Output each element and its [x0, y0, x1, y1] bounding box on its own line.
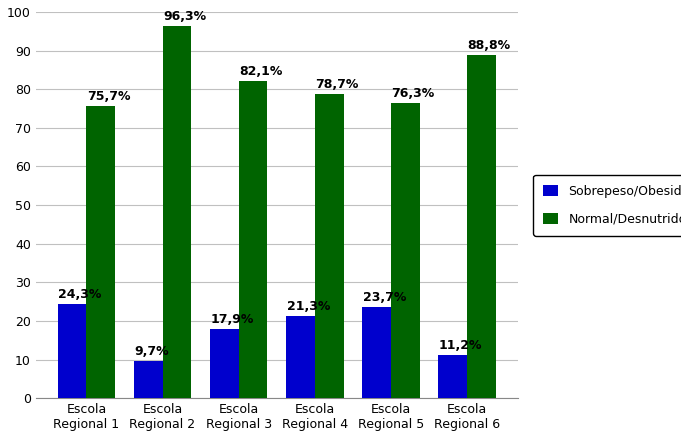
Text: 78,7%: 78,7% [315, 78, 359, 91]
Bar [286, 316, 315, 398]
Text: 24,3%: 24,3% [59, 288, 101, 301]
Text: 96,3%: 96,3% [163, 10, 206, 23]
Text: 23,7%: 23,7% [362, 290, 406, 304]
Bar [438, 355, 466, 398]
Bar [315, 94, 343, 398]
Bar [133, 361, 163, 398]
Bar [391, 103, 419, 398]
Text: 9,7%: 9,7% [134, 345, 169, 358]
Bar [362, 307, 391, 398]
Bar [210, 329, 238, 398]
Bar [58, 304, 86, 398]
Text: 82,1%: 82,1% [239, 65, 283, 78]
Text: 17,9%: 17,9% [210, 313, 254, 326]
Bar [238, 81, 268, 398]
Bar [466, 55, 496, 398]
Bar [86, 106, 115, 398]
Text: 11,2%: 11,2% [439, 339, 482, 352]
Legend: Sobrepeso/Obesidade, Normal/Desnutrido: Sobrepeso/Obesidade, Normal/Desnutrido [533, 175, 681, 236]
Text: 76,3%: 76,3% [392, 88, 434, 100]
Bar [163, 26, 191, 398]
Text: 88,8%: 88,8% [468, 39, 511, 52]
Text: 21,3%: 21,3% [287, 300, 330, 313]
Text: 75,7%: 75,7% [87, 90, 131, 103]
